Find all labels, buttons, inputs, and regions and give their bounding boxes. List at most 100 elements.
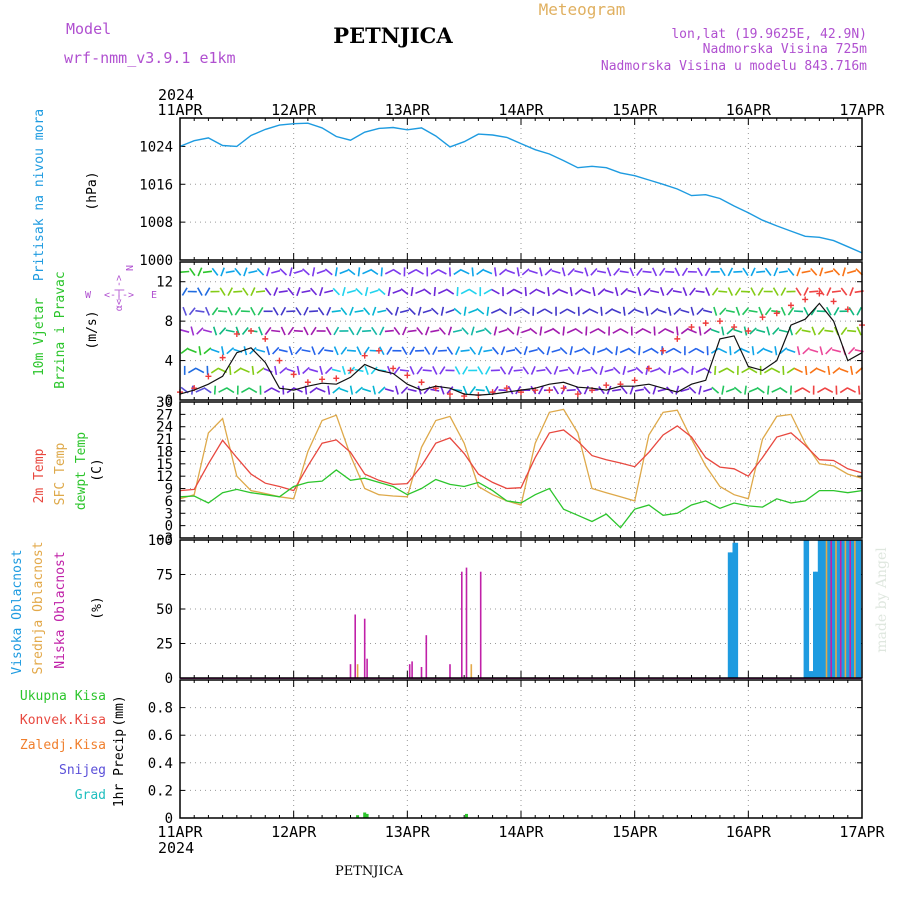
wind-barb xyxy=(582,347,591,355)
wind-barb xyxy=(521,308,530,315)
wind-barb xyxy=(346,289,357,294)
wind-barb xyxy=(847,346,856,355)
wind-barb xyxy=(256,268,265,276)
gust-point xyxy=(205,373,212,380)
gust-point xyxy=(446,391,453,398)
wind-barb xyxy=(491,288,500,295)
high-cloud-bar xyxy=(730,552,734,678)
wind-barb xyxy=(574,288,583,296)
high-cloud-bar xyxy=(858,540,862,678)
wind-barb xyxy=(197,267,203,277)
wind-barb xyxy=(831,290,841,293)
wind-barb xyxy=(795,287,802,296)
wind-barb xyxy=(811,326,817,336)
wind-barb xyxy=(316,387,326,393)
wind-barb xyxy=(454,346,461,356)
high-cloud-bar xyxy=(841,540,845,678)
wind-barb xyxy=(674,267,681,277)
y-tick-label: 0 xyxy=(165,671,173,687)
gust-point xyxy=(404,372,411,379)
wind-barb xyxy=(243,267,248,277)
wind-barb xyxy=(658,267,666,277)
wind-barb xyxy=(460,269,470,275)
wind-barb xyxy=(327,385,331,395)
wind-barb xyxy=(287,287,295,296)
wind-barb xyxy=(509,306,512,316)
wind-barb xyxy=(483,349,493,353)
wind-barb xyxy=(462,385,468,395)
wind-barb xyxy=(718,367,728,374)
y-tick-label: 27 xyxy=(156,407,173,423)
wind-barb xyxy=(243,346,248,356)
wind-barb xyxy=(619,270,629,274)
y-tick-label: 1024 xyxy=(139,139,173,155)
wind-barb xyxy=(424,346,431,355)
low-cloud-bar xyxy=(425,635,428,678)
wind-barb xyxy=(816,367,826,373)
high-cloud-bar xyxy=(732,542,736,678)
wind-barb xyxy=(249,347,257,355)
wind-barb xyxy=(766,326,771,336)
wind-barb xyxy=(416,326,424,336)
legend-snow: Snijeg xyxy=(59,763,106,778)
wind-barb xyxy=(219,287,226,296)
compass-e-label: E xyxy=(151,290,157,301)
wind-barb xyxy=(266,346,271,356)
wind-barb xyxy=(742,267,749,277)
wind-barb xyxy=(483,269,493,275)
y-tick-label: 0 xyxy=(165,393,173,409)
compass-arrows: α<-|-> xyxy=(114,275,125,311)
wind-barb xyxy=(787,307,795,316)
wind-barb xyxy=(536,308,546,315)
wind-barb xyxy=(278,348,288,353)
wind-barb xyxy=(331,368,341,373)
wind-barb xyxy=(309,386,318,394)
high-cloud-bar xyxy=(815,571,819,678)
wind-barb xyxy=(703,367,712,374)
wind-barb xyxy=(657,388,667,392)
wind-barb xyxy=(293,387,303,393)
wind-speed-line xyxy=(179,302,863,396)
wind-barb xyxy=(551,327,561,335)
high-cloud-bar xyxy=(850,540,855,678)
wind-barb xyxy=(180,329,190,333)
wind-barb xyxy=(393,366,401,375)
y-tick-label: 3 xyxy=(165,506,173,522)
wind-barb xyxy=(241,387,250,394)
wind-barb xyxy=(613,267,621,276)
wind-barb xyxy=(680,367,689,374)
precip-ylabel: 1hr Precip xyxy=(112,729,127,807)
wind-barb xyxy=(847,329,857,333)
wind-barb xyxy=(771,387,781,393)
wind-ylabel: 10m Vjetar xyxy=(32,298,47,376)
wind-barb xyxy=(301,349,311,353)
wind-barb xyxy=(432,346,438,356)
wind-barb xyxy=(581,289,591,294)
wind-barb xyxy=(825,306,832,316)
panel-frame xyxy=(179,117,863,261)
wind-barb xyxy=(826,287,832,297)
wind-barb xyxy=(825,346,833,355)
wind-barb xyxy=(619,328,629,334)
wind-barb xyxy=(410,286,414,297)
wind-barb xyxy=(293,269,303,274)
wind-barb xyxy=(287,326,295,336)
wind-barb xyxy=(362,388,372,393)
wind-barb xyxy=(212,326,218,336)
wind-barb xyxy=(793,310,804,313)
wind-barb xyxy=(551,269,561,274)
wind-barb xyxy=(354,309,364,313)
wind-barb xyxy=(424,326,430,336)
wind-barb xyxy=(513,288,523,295)
day-label-bottom: 13APR xyxy=(385,823,431,841)
wind-barb xyxy=(476,268,485,276)
wind-barb xyxy=(203,386,212,394)
low-cloud-bar xyxy=(839,540,842,678)
wind-barb xyxy=(559,289,569,295)
wind-barb xyxy=(477,346,483,356)
wind-barb xyxy=(819,346,824,356)
wind-barb xyxy=(604,289,614,294)
gust-point xyxy=(418,379,425,386)
high-cloud-bar xyxy=(820,540,824,678)
